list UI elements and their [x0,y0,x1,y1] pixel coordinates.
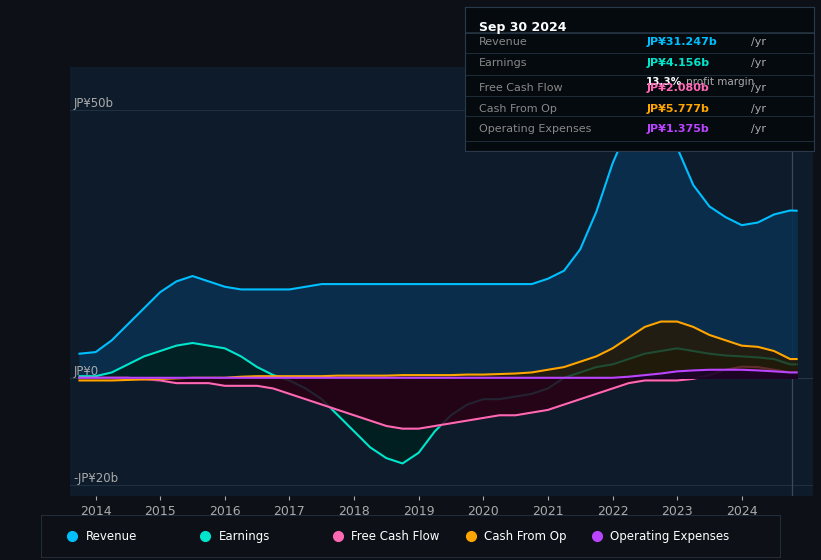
Text: Revenue: Revenue [479,37,527,47]
Text: Free Cash Flow: Free Cash Flow [351,530,440,543]
Text: Free Cash Flow: Free Cash Flow [479,83,562,94]
Text: /yr: /yr [750,58,766,68]
Text: /yr: /yr [750,83,766,94]
Text: /yr: /yr [750,124,766,134]
Text: Operating Expenses: Operating Expenses [610,530,729,543]
Text: JP¥0: JP¥0 [74,365,99,378]
Text: -JP¥20b: -JP¥20b [74,472,118,485]
Text: JP¥4.156b: JP¥4.156b [646,58,709,68]
Text: Earnings: Earnings [479,58,527,68]
Text: 13.3%: 13.3% [646,77,682,87]
Text: Cash From Op: Cash From Op [484,530,566,543]
Text: /yr: /yr [750,37,766,47]
Text: JP¥50b: JP¥50b [74,97,113,110]
Text: Revenue: Revenue [85,530,137,543]
Text: JP¥31.247b: JP¥31.247b [646,37,717,47]
Text: Cash From Op: Cash From Op [479,104,557,114]
Text: /yr: /yr [750,104,766,114]
Text: Sep 30 2024: Sep 30 2024 [479,21,566,34]
Text: Operating Expenses: Operating Expenses [479,124,591,134]
Text: profit margin: profit margin [686,77,754,87]
Text: JP¥2.080b: JP¥2.080b [646,83,709,94]
Text: Earnings: Earnings [218,530,270,543]
Text: JP¥5.777b: JP¥5.777b [646,104,709,114]
Text: JP¥1.375b: JP¥1.375b [646,124,709,134]
